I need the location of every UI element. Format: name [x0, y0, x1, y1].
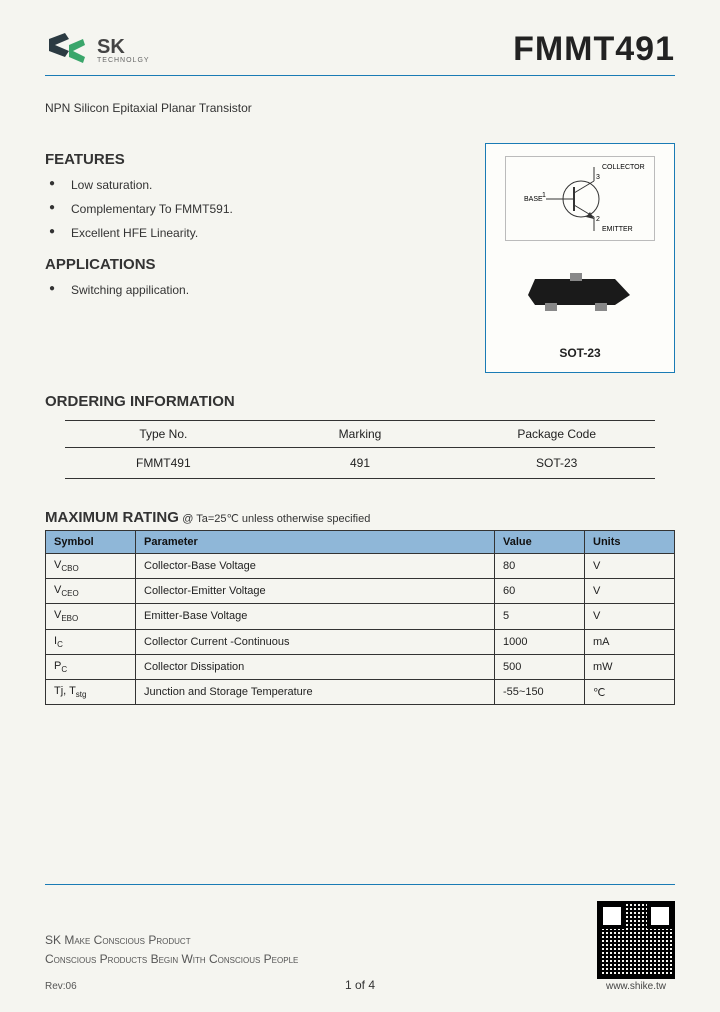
svg-text:BASE: BASE — [524, 196, 543, 203]
svg-text:COLLECTOR: COLLECTOR — [602, 164, 645, 171]
table-row: VEBOEmitter-Base Voltage5V — [46, 604, 675, 629]
logo-subtext: TECHNOLGY — [97, 57, 150, 64]
rating-units: mW — [585, 654, 675, 679]
rating-symbol: Tj, Tstg — [46, 679, 136, 704]
table-row: ICCollector Current -Continuous1000mA — [46, 629, 675, 654]
rating-value: -55~150 — [495, 679, 585, 704]
logo-mark-icon — [45, 31, 89, 69]
rating-header: Symbol — [46, 531, 136, 554]
table-row: VCEOCollector-Emitter Voltage60V — [46, 579, 675, 604]
qr-url: www.shike.tw — [597, 981, 675, 992]
table-row: PCCollector Dissipation500mW — [46, 654, 675, 679]
package-drawing-icon — [520, 267, 640, 312]
applications-list: Switching appilication. — [49, 283, 485, 297]
transistor-symbol: COLLECTOR BASE EMITTER 1 2 3 — [505, 156, 655, 241]
svg-text:2: 2 — [596, 216, 600, 223]
header: SK TECHNOLGY FMMT491 — [45, 30, 675, 76]
ordering-header: Package Code — [458, 427, 655, 441]
rating-header: Parameter — [136, 531, 495, 554]
ordering-cell: 491 — [262, 456, 459, 470]
part-number: FMMT491 — [513, 30, 675, 69]
rating-param: Emitter-Base Voltage — [136, 604, 495, 629]
rating-units: V — [585, 554, 675, 579]
ordering-cell: SOT-23 — [458, 456, 655, 470]
ordering-header: Type No. — [65, 427, 262, 441]
ordering-table: Type No. Marking Package Code FMMT491 49… — [45, 420, 675, 479]
ordering-cell: FMMT491 — [65, 456, 262, 470]
qr-code-icon — [597, 901, 675, 979]
rating-param: Junction and Storage Temperature — [136, 679, 495, 704]
rating-units: V — [585, 604, 675, 629]
rating-symbol: VEBO — [46, 604, 136, 629]
ordering-heading: ORDERING INFORMATION — [45, 393, 675, 410]
features-heading: FEATURES — [45, 151, 485, 168]
footer-line1: SK Make Conscious Product — [45, 931, 298, 950]
rating-units: V — [585, 579, 675, 604]
ordering-header: Marking — [262, 427, 459, 441]
rating-value: 60 — [495, 579, 585, 604]
rating-symbol: IC — [46, 629, 136, 654]
rating-header: Units — [585, 531, 675, 554]
svg-text:3: 3 — [596, 174, 600, 181]
package-box: COLLECTOR BASE EMITTER 1 2 3 SOT-23 — [485, 143, 675, 373]
feature-item: Complementary To FMMT591. — [49, 202, 485, 216]
feature-item: Excellent HFE Linearity. — [49, 226, 485, 240]
rating-value: 5 — [495, 604, 585, 629]
feature-item: Low saturation. — [49, 178, 485, 192]
table-row: VCBOCollector-Base Voltage80V — [46, 554, 675, 579]
page-number: 1 of 4 — [345, 978, 375, 992]
rating-param: Collector Dissipation — [136, 654, 495, 679]
table-row: Tj, TstgJunction and Storage Temperature… — [46, 679, 675, 704]
rating-param: Collector-Base Voltage — [136, 554, 495, 579]
rating-param: Collector Current -Continuous — [136, 629, 495, 654]
rating-value: 1000 — [495, 629, 585, 654]
rating-header: Value — [495, 531, 585, 554]
svg-text:EMITTER: EMITTER — [602, 226, 633, 233]
footer: SK Make Conscious Product Conscious Prod… — [45, 884, 675, 992]
rating-note: @ Ta=25℃ unless otherwise specified — [182, 513, 370, 525]
rating-heading-row: MAXIMUM RATING @ Ta=25℃ unless otherwise… — [45, 509, 675, 526]
rating-symbol: PC — [46, 654, 136, 679]
logo: SK TECHNOLGY — [45, 31, 150, 69]
rating-table: Symbol Parameter Value Units VCBOCollect… — [45, 530, 675, 705]
rating-units: mA — [585, 629, 675, 654]
revision: Rev:06 — [45, 981, 298, 992]
rating-value: 80 — [495, 554, 585, 579]
content-row: FEATURES Low saturation. Complementary T… — [45, 143, 675, 373]
rating-units: ℃ — [585, 679, 675, 704]
rating-symbol: VCBO — [46, 554, 136, 579]
footer-line2: Conscious Products Begin With Conscious … — [45, 950, 298, 969]
package-label: SOT-23 — [559, 346, 600, 360]
features-list: Low saturation. Complementary To FMMT591… — [49, 178, 485, 240]
subtitle: NPN Silicon Epitaxial Planar Transistor — [45, 101, 675, 115]
svg-text:1: 1 — [542, 192, 546, 199]
applications-heading: APPLICATIONS — [45, 256, 485, 273]
logo-text: SK — [97, 37, 150, 57]
rating-heading: MAXIMUM RATING — [45, 509, 179, 526]
rating-symbol: VCEO — [46, 579, 136, 604]
application-item: Switching appilication. — [49, 283, 485, 297]
rating-value: 500 — [495, 654, 585, 679]
rating-param: Collector-Emitter Voltage — [136, 579, 495, 604]
